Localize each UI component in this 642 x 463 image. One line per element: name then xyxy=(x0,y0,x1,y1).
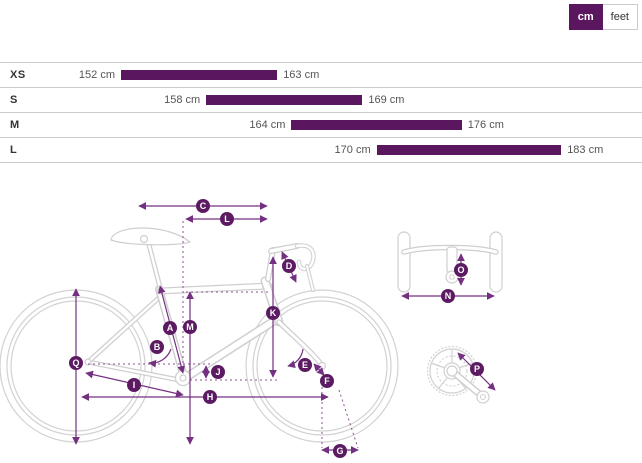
svg-text:G: G xyxy=(336,446,343,456)
marker-e: E xyxy=(298,358,312,372)
size-chart: XS 152 cm 163 cm S 158 cm 169 cm M 164 cm 176 cm… xyxy=(0,62,642,163)
marker-f: F xyxy=(320,374,334,388)
marker-k: K xyxy=(266,306,280,320)
marker-q: Q xyxy=(69,356,83,370)
dim-line-f xyxy=(313,363,325,376)
marker-g: G xyxy=(333,444,347,458)
unit-button-cm[interactable]: cm xyxy=(568,4,603,30)
dim-arc-b xyxy=(148,348,172,368)
max-height-label: 183 cm xyxy=(567,144,604,156)
marker-l: L xyxy=(220,212,234,226)
size-name: L xyxy=(10,144,18,156)
size-name: M xyxy=(10,119,20,131)
min-height-label: 170 cm xyxy=(334,144,371,156)
size-row-s: S 158 cm 169 cm xyxy=(0,87,642,112)
dimension-markers: C L M A B J K D E F G H I Q N O P xyxy=(69,199,484,458)
front-hub xyxy=(317,361,327,371)
max-height-label: 169 cm xyxy=(368,94,405,106)
marker-d: D xyxy=(282,259,296,273)
size-row-m: M 164 cm 176 cm xyxy=(0,112,642,137)
height-range-bar xyxy=(206,95,363,105)
geometry-diagram: C L M A B J K D E F G H I Q N O P xyxy=(0,199,503,458)
saddle xyxy=(110,227,192,246)
max-height-label: 163 cm xyxy=(283,69,320,81)
svg-text:K: K xyxy=(270,308,277,318)
marker-n: N xyxy=(441,289,455,303)
height-range-bar xyxy=(291,120,462,130)
svg-text:I: I xyxy=(133,380,136,390)
svg-text:M: M xyxy=(186,322,194,332)
svg-text:H: H xyxy=(207,392,214,402)
svg-text:J: J xyxy=(215,367,220,377)
marker-a: A xyxy=(163,321,177,335)
svg-text:C: C xyxy=(200,201,207,211)
svg-text:A: A xyxy=(167,323,174,333)
height-range-bar xyxy=(376,145,562,155)
size-row-xs: XS 152 cm 163 cm xyxy=(0,62,642,87)
height-range-bar xyxy=(121,70,278,80)
size-name: XS xyxy=(10,69,26,81)
svg-text:P: P xyxy=(474,364,480,374)
svg-text:L: L xyxy=(224,214,230,224)
dim-arc-e xyxy=(287,348,304,369)
bike-sketch xyxy=(0,227,399,443)
min-height-label: 152 cm xyxy=(78,69,115,81)
unit-button-feet[interactable]: feet xyxy=(602,4,638,30)
marker-m: M xyxy=(183,320,197,334)
size-row-l: L 170 cm 183 cm xyxy=(0,137,642,162)
seat-clamp xyxy=(139,234,149,244)
svg-text:N: N xyxy=(445,291,452,301)
marker-b: B xyxy=(150,340,164,354)
marker-o: O xyxy=(454,263,468,277)
svg-text:O: O xyxy=(457,265,464,275)
steering-axis-guide xyxy=(338,389,359,449)
size-name: S xyxy=(10,94,18,106)
handlebar-detail-sketch xyxy=(397,231,503,293)
marker-h: H xyxy=(203,390,217,404)
svg-text:Q: Q xyxy=(72,358,79,368)
svg-text:D: D xyxy=(286,261,293,271)
marker-i: I xyxy=(127,378,141,392)
unit-toggle: cm feet xyxy=(568,4,638,30)
marker-c: C xyxy=(196,199,210,213)
svg-text:B: B xyxy=(154,342,161,352)
min-height-label: 164 cm xyxy=(249,119,286,131)
marker-j: J xyxy=(211,365,225,379)
svg-text:E: E xyxy=(302,360,308,370)
min-height-label: 158 cm xyxy=(164,94,201,106)
marker-p: P xyxy=(470,362,484,376)
max-height-label: 176 cm xyxy=(467,119,504,131)
svg-text:F: F xyxy=(324,376,330,386)
